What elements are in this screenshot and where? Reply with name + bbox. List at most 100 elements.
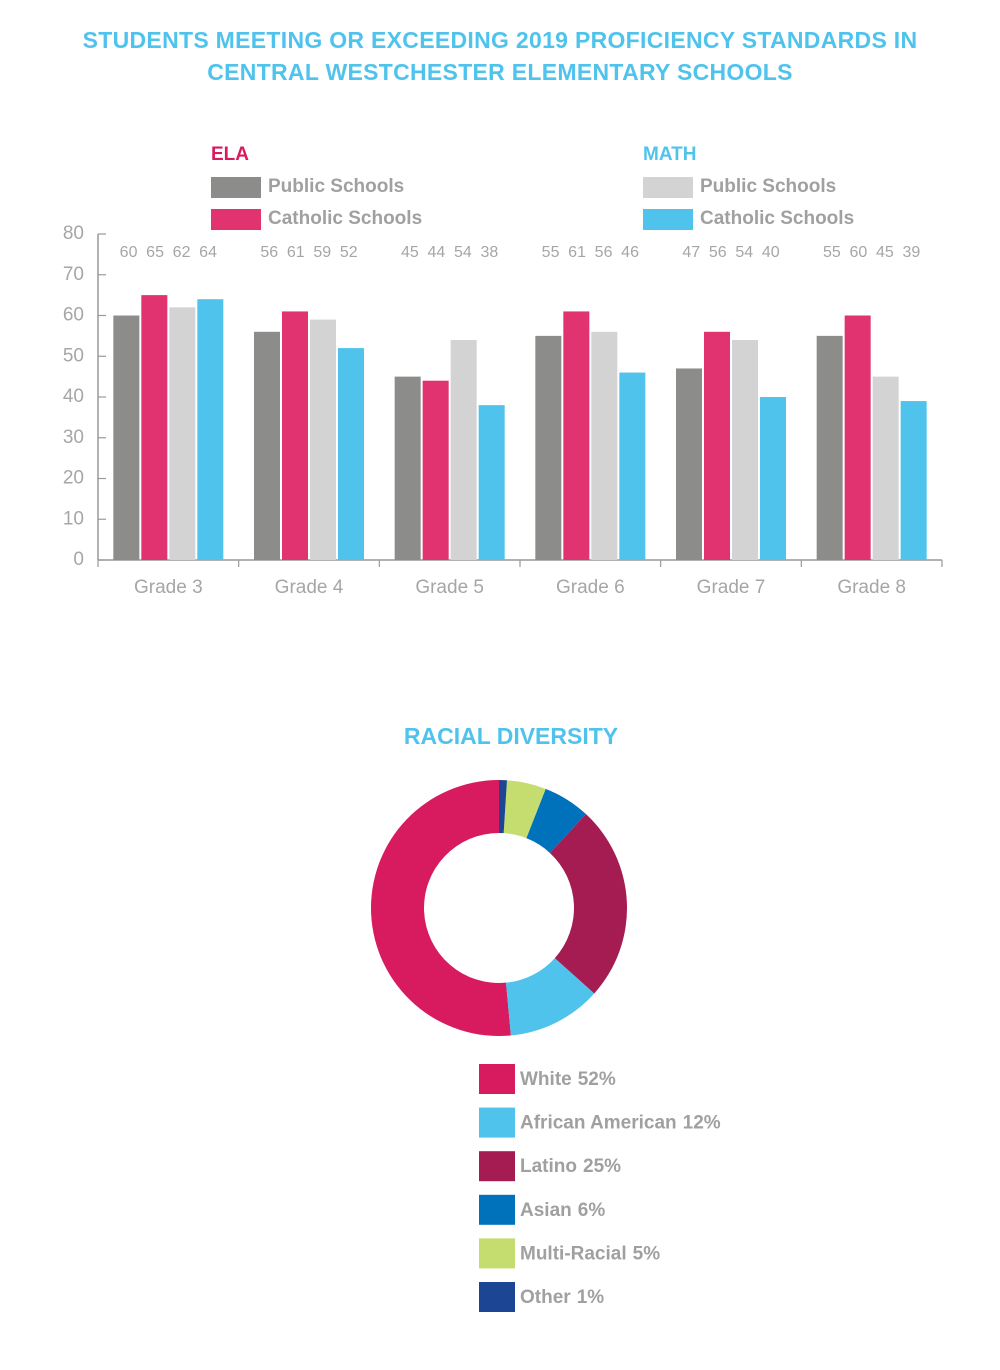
data-label: 56 <box>595 244 613 261</box>
bar <box>900 401 927 560</box>
y-tick-label: 50 <box>63 345 84 366</box>
bar <box>338 348 364 560</box>
legend-label: Latino 25% <box>520 1156 621 1177</box>
legend-group-title: MATH <box>643 144 696 165</box>
x-tick-label: Grade 6 <box>556 577 625 598</box>
legend-category: Multi-Racial <box>520 1243 627 1264</box>
y-tick-label: 10 <box>63 508 84 529</box>
donut-slice <box>499 780 507 834</box>
bar <box>563 311 590 560</box>
bar <box>676 368 702 560</box>
data-label: 56 <box>260 244 278 261</box>
bar <box>113 315 140 560</box>
legend-label: Catholic Schools <box>268 208 422 229</box>
legend-category: African American <box>520 1113 677 1134</box>
bar <box>478 405 505 560</box>
legend-group-title: ELA <box>211 144 249 165</box>
legend-swatch <box>479 1282 515 1312</box>
data-label: 60 <box>850 244 868 261</box>
legend-category: Latino <box>520 1156 577 1177</box>
data-label: 61 <box>568 244 586 261</box>
data-label: 59 <box>313 244 331 261</box>
x-tick-label: Grade 3 <box>134 577 203 598</box>
legend-category: White <box>520 1069 572 1090</box>
y-tick-label: 60 <box>63 305 84 326</box>
legend-label: White 52% <box>520 1069 616 1090</box>
data-label: 54 <box>735 244 753 261</box>
legend-swatch <box>643 209 693 230</box>
bar <box>169 307 196 560</box>
bar <box>310 319 336 560</box>
y-tick-label: 80 <box>63 223 84 244</box>
data-label: 40 <box>762 244 780 261</box>
bar <box>732 339 758 560</box>
bar <box>422 380 449 560</box>
bar <box>872 376 899 560</box>
x-tick-label: Grade 7 <box>697 577 766 598</box>
legend-swatch <box>643 177 693 198</box>
legend-label: Asian 6% <box>520 1200 605 1221</box>
data-label: 62 <box>173 244 191 261</box>
data-label: 60 <box>120 244 138 261</box>
data-label: 45 <box>876 244 894 261</box>
legend-category: Asian <box>520 1200 572 1221</box>
donut-slice <box>371 780 511 1036</box>
bar <box>535 335 562 560</box>
bar <box>844 315 871 560</box>
bar <box>282 311 308 560</box>
x-tick-label: Grade 4 <box>275 577 344 598</box>
chart-title: STUDENTS MEETING OR EXCEEDING 2019 PROFI… <box>82 27 918 85</box>
y-tick-label: 0 <box>73 549 84 570</box>
donut-slice <box>549 814 627 994</box>
y-tick-label: 20 <box>63 468 84 489</box>
data-label: 56 <box>709 244 727 261</box>
bar <box>450 339 477 560</box>
bar <box>619 372 646 560</box>
legend-swatch <box>479 1064 515 1094</box>
data-label: 65 <box>146 244 164 261</box>
data-label: 54 <box>454 244 472 261</box>
legend-value: 5% <box>633 1243 661 1264</box>
data-label: 39 <box>903 244 921 261</box>
bar <box>394 376 421 560</box>
donut-slice <box>505 958 595 1036</box>
bar <box>760 397 786 560</box>
legend-category: Other <box>520 1287 571 1308</box>
y-tick-label: 40 <box>63 386 84 407</box>
data-label: 47 <box>682 244 700 261</box>
x-tick-label: Grade 5 <box>415 577 484 598</box>
data-label: 45 <box>401 244 419 261</box>
data-label: 55 <box>542 244 560 261</box>
data-label: 55 <box>823 244 841 261</box>
bar <box>197 299 224 560</box>
data-label: 44 <box>428 244 446 261</box>
legend-swatch <box>479 1107 515 1138</box>
legend-swatch <box>479 1151 515 1182</box>
legend-value: 6% <box>578 1200 606 1221</box>
data-label: 64 <box>199 244 217 261</box>
chart-title: RACIAL DIVERSITY <box>404 723 618 749</box>
legend-swatch <box>211 209 261 230</box>
legend-value: 25% <box>583 1156 621 1177</box>
legend-label: Public Schools <box>268 176 404 197</box>
legend-label: Catholic Schools <box>700 208 854 229</box>
data-label: 52 <box>340 244 358 261</box>
legend-value: 1% <box>577 1287 605 1308</box>
legend-swatch <box>211 177 261 198</box>
y-tick-label: 70 <box>63 264 84 285</box>
legend-label: Public Schools <box>700 176 836 197</box>
bar <box>141 295 168 560</box>
legend-label: Multi-Racial 5% <box>520 1243 660 1264</box>
donut-slice <box>526 788 586 853</box>
legend-swatch <box>479 1238 515 1269</box>
y-tick-label: 30 <box>63 427 84 448</box>
legend-swatch <box>479 1194 515 1225</box>
x-tick-label: Grade 8 <box>837 577 906 598</box>
legend-label: African American 12% <box>520 1113 721 1134</box>
data-label: 61 <box>287 244 305 261</box>
donut-slice <box>503 780 546 839</box>
data-label: 46 <box>621 244 639 261</box>
legend-label: Other 1% <box>520 1287 604 1308</box>
